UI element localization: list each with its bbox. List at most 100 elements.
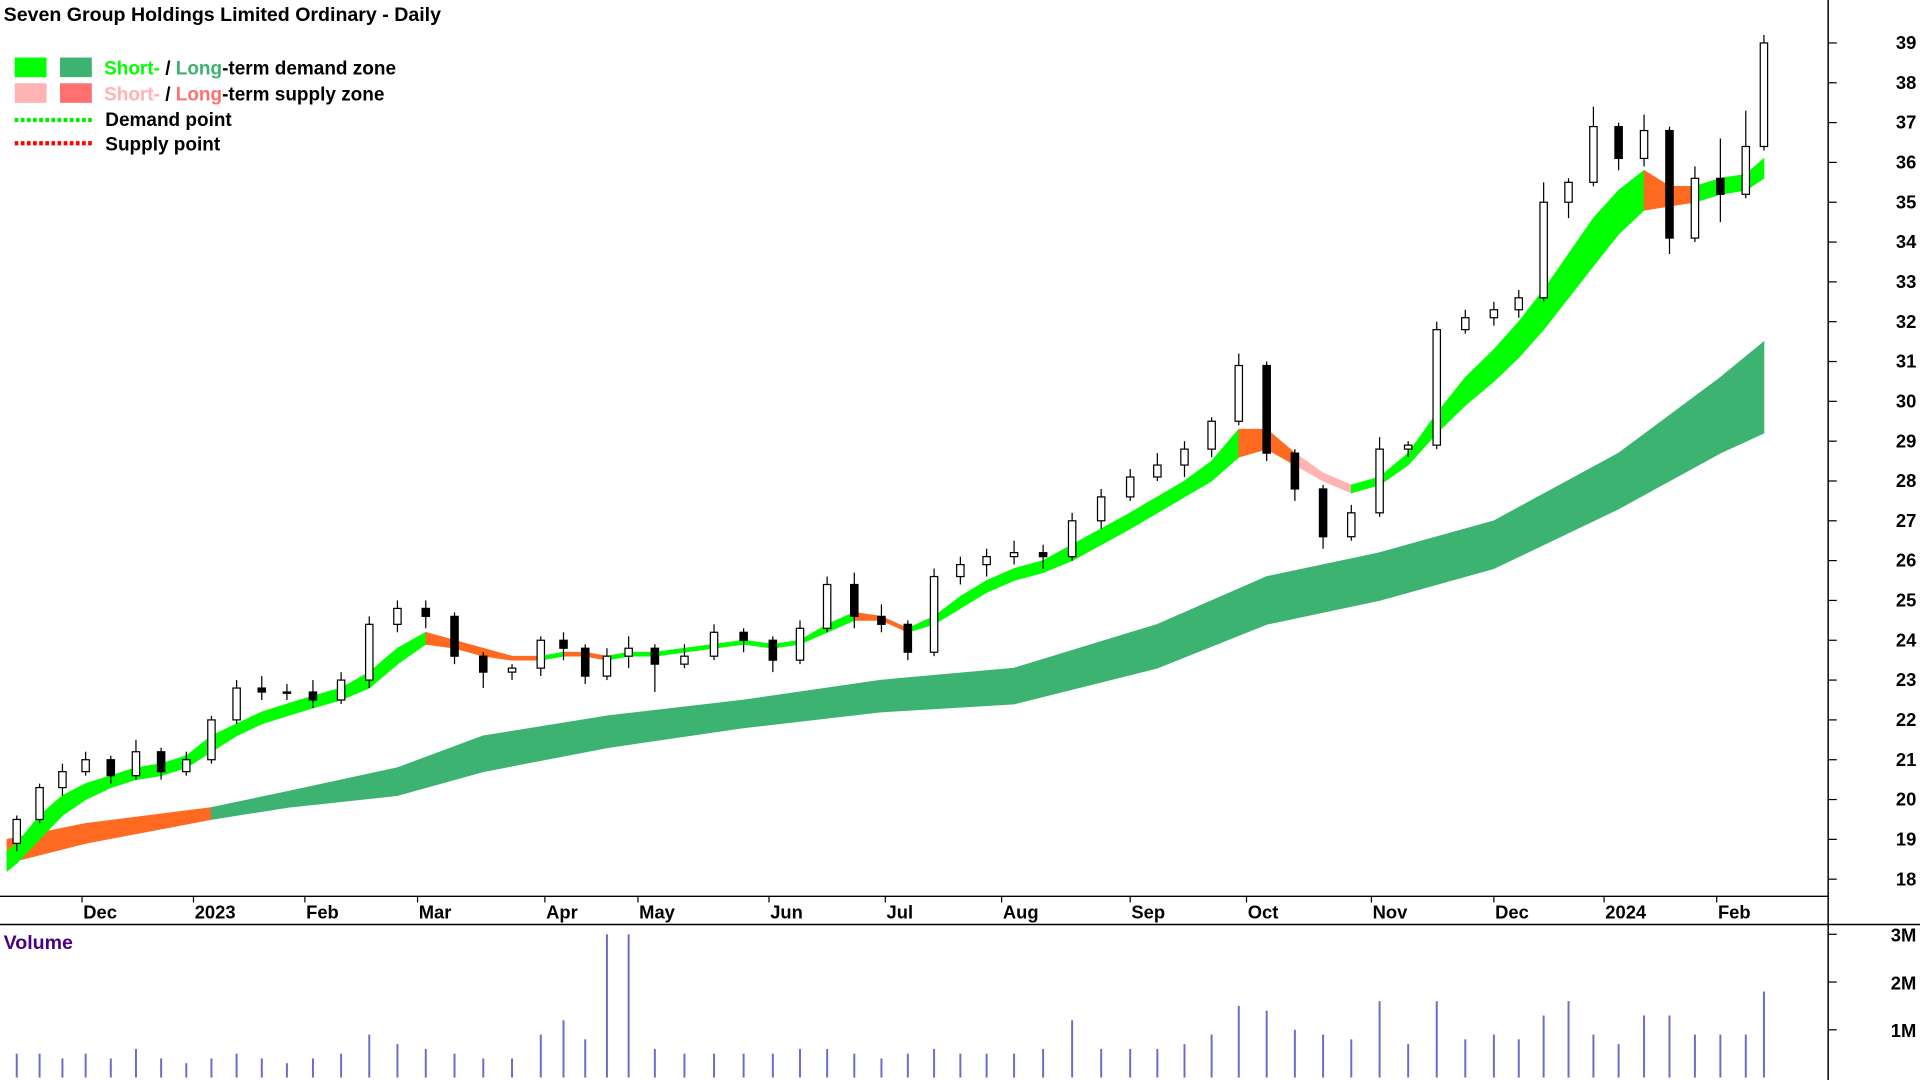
y-tick-label: 25 (1896, 590, 1916, 611)
candle-body (1614, 125, 1623, 160)
candle (822, 576, 832, 633)
volume-bar (285, 1063, 288, 1078)
candle-body (1741, 145, 1751, 195)
volume-y-axis: 1M 2M 3M (1828, 925, 1917, 1041)
y-tick-label: 39 (1896, 32, 1916, 53)
candle (624, 636, 633, 669)
candle-body (1346, 512, 1356, 538)
candle-body (903, 623, 913, 653)
y-tick-label: 31 (1896, 351, 1916, 372)
candle-body (12, 818, 22, 844)
candle (106, 755, 116, 784)
candle-body (1067, 520, 1077, 558)
candle (1207, 417, 1216, 458)
candle-body (1539, 201, 1548, 299)
legend-supply-short: Short- (104, 84, 160, 105)
volume-bar (160, 1058, 163, 1078)
volume-bar (61, 1058, 64, 1078)
legend-supply-sep: / (160, 84, 176, 105)
candle (1318, 484, 1328, 549)
candle (1403, 441, 1413, 458)
short-term-zone-segment (511, 655, 542, 661)
volume-tick-label: 3M (1891, 925, 1917, 946)
volume-bar (1100, 1048, 1103, 1078)
candle-body (982, 556, 991, 566)
volume-bar (906, 1053, 909, 1078)
candle-body (507, 667, 517, 673)
candle (739, 628, 748, 653)
volume-label: Volume (4, 932, 73, 954)
candle-body (559, 639, 568, 649)
y-tick-label: 19 (1896, 828, 1916, 849)
legend-supply-zone: Short- / Long-term supply zone (104, 84, 384, 105)
candle-body (739, 631, 748, 641)
volume-bar (1407, 1044, 1410, 1078)
y-tick-label: 38 (1896, 72, 1916, 93)
candle (1346, 504, 1356, 541)
candle (393, 600, 402, 633)
volume-bar (340, 1053, 343, 1078)
candle-body (282, 691, 292, 694)
candle-body (1207, 420, 1216, 450)
candle (257, 676, 267, 700)
candles-layer (12, 34, 1769, 852)
candle (1290, 449, 1300, 501)
volume-bar (539, 1034, 542, 1078)
candle (795, 620, 805, 665)
candle (12, 815, 22, 852)
candle-body (1403, 444, 1413, 450)
zones-layer (6, 157, 1765, 872)
legend-supply-long: Long (176, 84, 222, 105)
legend-swatch-short-supply (14, 83, 47, 103)
volume-bar (38, 1053, 41, 1078)
candle (1665, 126, 1674, 255)
candle-body (207, 719, 216, 761)
candle (1009, 540, 1019, 565)
candle (156, 747, 166, 780)
volume-bar (235, 1053, 238, 1078)
candle (680, 644, 689, 669)
volume-bar (1492, 1034, 1495, 1078)
legend-swatch-long-demand (60, 57, 92, 78)
y-tick-label: 30 (1896, 390, 1916, 411)
candle-body (795, 627, 805, 661)
volume-bar (453, 1053, 456, 1078)
candle (1514, 289, 1524, 318)
candle-body (624, 647, 633, 657)
candle (35, 783, 44, 824)
candle (1375, 437, 1384, 517)
volume-bar (1210, 1034, 1213, 1078)
candle-body (768, 639, 778, 661)
candle-body (450, 615, 459, 657)
candle (336, 672, 346, 704)
candle-body (1639, 129, 1649, 160)
candle-body (81, 759, 90, 773)
candle-body (602, 655, 612, 677)
candle-body (536, 639, 546, 669)
volume-bar (1183, 1044, 1186, 1078)
x-tick-label: Jul (887, 901, 914, 922)
candle-body (1690, 177, 1700, 239)
candle-body (58, 771, 67, 789)
legend-demand-short: Short- (104, 59, 160, 80)
volume-bar (683, 1053, 686, 1078)
volume-bar (1293, 1029, 1296, 1078)
volume-bar (15, 1053, 18, 1078)
candle-body (1432, 329, 1442, 446)
candle (1639, 114, 1649, 167)
candle-body (257, 687, 267, 693)
y-tick-label: 35 (1896, 191, 1916, 212)
legend: Short- / Long-term demand zone Short- / … (14, 57, 396, 156)
volume-bar (627, 934, 630, 1078)
volume-bar (880, 1058, 883, 1078)
y-tick-label: 36 (1896, 152, 1916, 173)
candle-body (956, 563, 965, 578)
x-tick-label: Sep (1131, 901, 1165, 922)
candle (181, 751, 191, 776)
candle (1038, 544, 1048, 569)
y-tick-label: 29 (1896, 430, 1916, 451)
candle-body (1234, 364, 1244, 422)
candle-body (822, 583, 832, 629)
